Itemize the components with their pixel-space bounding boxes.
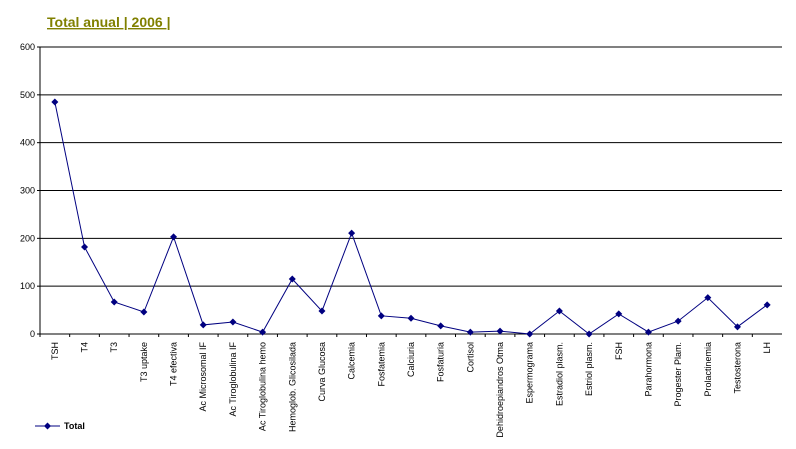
data-point [763,301,771,309]
legend-marker [44,422,51,430]
y-tick-label: 400 [20,138,35,148]
x-tick-label: Ac Tiroglobulina IF [228,342,238,417]
y-tick-label: 500 [20,90,35,100]
data-point [51,98,59,106]
data-point [288,275,296,283]
data-point [348,229,356,237]
x-tick-label: Estriol plasm. [584,342,594,396]
data-point [733,323,741,331]
x-tick-label: T4 efectiva [169,342,179,386]
x-tick-label: Testosterona [732,342,742,394]
x-tick-label: Calcemia [347,342,357,380]
x-tick-label: T4 [80,342,90,353]
x-tick-label: Prolactinemia [703,342,713,397]
data-point [199,321,207,329]
data-point [496,327,504,335]
y-tick-label: 0 [30,329,35,339]
data-point [644,328,652,336]
data-point [526,330,534,338]
x-tick-label: Cortisol [465,342,475,373]
x-tick-label: Fosfaturia [436,342,446,382]
x-tick-label: Fosfatemia [376,342,386,387]
data-point [704,294,712,302]
x-tick-label: Hemoglob. Glicosilada [287,342,297,432]
legend-label: Total [64,421,85,431]
x-tick-label: Ac Tiroglobulina hemo [258,342,268,431]
data-point [140,308,148,316]
x-tick-label: LH [762,342,772,354]
data-point [407,314,415,322]
series-line [54,101,768,335]
data-point [259,328,267,336]
x-tick-label: Progester Plam. [673,342,683,407]
data-point [170,233,178,241]
data-point [318,307,326,315]
data-point [555,307,563,315]
x-tick-label: Estradiol plasm. [554,342,564,406]
x-tick-label: T3 uptake [139,342,149,382]
data-point [229,318,237,326]
x-tick-label: T3 [109,342,119,353]
x-tick-label: Ac Microsomal IF [198,342,208,412]
x-tick-label: Calciuria [406,342,416,377]
x-tick-label: FSH [614,342,624,360]
x-tick-label: Curva Glucosa [317,342,327,402]
data-point [437,322,445,330]
x-tick-label: Parahormona [643,342,653,397]
x-tick-label: TSH [50,342,60,360]
data-point [674,317,682,325]
chart-title: Total anual | 2006 | [47,14,171,30]
data-point [585,330,593,338]
data-point [377,312,385,320]
x-tick-label: Dehidroepiandros Otma [495,342,505,438]
y-tick-label: 100 [20,281,35,291]
data-point [615,310,623,318]
y-tick-label: 600 [20,42,35,52]
y-tick-label: 300 [20,186,35,196]
x-tick-label: Espermograma [525,342,535,404]
data-point [81,243,89,251]
y-tick-label: 200 [20,233,35,243]
data-point [466,328,474,336]
data-point [110,298,118,306]
